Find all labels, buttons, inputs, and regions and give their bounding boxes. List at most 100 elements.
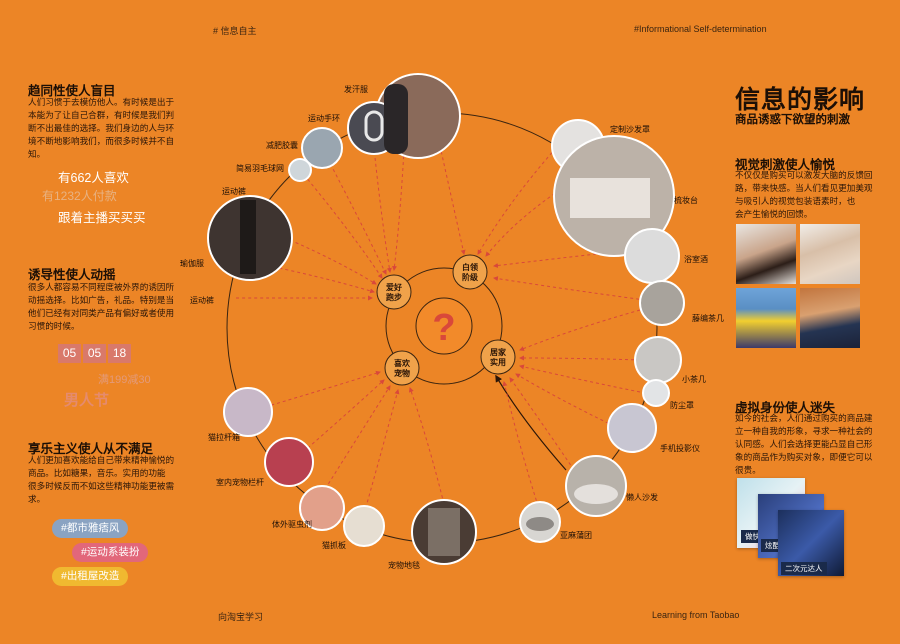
product-label: 懒人沙发 [626,493,658,502]
product-label: 减肥胶囊 [266,141,298,150]
text-line: 商品。比如糖果，音乐。实用的功能 [28,468,166,478]
node-white-collar-label: 白领 阶级 [462,263,478,282]
product-label: 手机投影仪 [660,444,700,453]
date-box-1: 05 [58,344,81,363]
text-line: 断不出最佳的选择。我们身边的人与环 [28,123,175,133]
node-home-practical[interactable] [480,339,516,375]
text-line: 不仅仅是购买可以激发大脑的反馈回 [735,170,873,180]
photo-small-table [634,336,682,384]
photo-diet-capsule [301,127,343,169]
corner-label-bottom-right: Learning from Taobao [652,610,740,620]
follow-anchor-text: 跟着主播买买买 [58,211,146,225]
product-label: 猫拉杆箱 [208,433,240,442]
node-pet-lovers-label: 喜欢 宠物 [394,359,410,378]
identity-card-label: 二次元达人 [781,562,827,575]
product-label: 运动裤 [190,296,214,305]
main-arrow [495,374,567,471]
product-label: 室内宠物栏杆 [216,478,264,487]
text-line: 知。 [28,149,46,159]
main-subtitle: 商品诱惑下欲望的刺激 [735,114,850,126]
main-title: 信息的影响 [735,86,866,114]
corner-label-top-right: #Informational Self-determination [634,24,767,34]
visual-stimulus-body: 不仅仅是购买可以激发大脑的反馈回 路，带来快感。当人们看见更加美观 与吸引人的视… [735,169,895,221]
product-label: 运动手环 [308,114,340,123]
product-label: 猫抓板 [322,541,346,550]
text-line: 境不断地影响我们，而很多时候并不自 [28,136,175,146]
text-line: 与吸引人的视觉包装语素时，也 [735,196,856,206]
question-circle [415,297,473,355]
product-label: 浴室酒 [684,255,708,264]
photo-detail [384,84,408,154]
inner-ring [385,267,503,385]
text-line: 人们更加喜欢能给自己带来精神愉悦的 [28,455,175,465]
photo-badminton-net [288,158,312,182]
product-label: 简易羽毛球网 [236,164,284,173]
text-line: 求。 [28,494,46,504]
virtual-identity-body: 如今的社会，人们通过购买的商品建 立一种自我的形象，寻求一种社会的 认同感。人们… [735,412,895,477]
tag-rental-makeover[interactable]: #出租屋改造 [52,567,129,586]
tag-urban-chic[interactable]: #都市雅痞风 [52,519,129,538]
conformity-body: 人们习惯于去模仿他人。有时候是出于 本能为了让自己合群，有时候是我们判 断不出最… [28,96,208,161]
text-line: 很贵。 [735,465,761,475]
model-photo-2 [800,224,860,284]
text-line: 如今的社会，人们通过购买的商品建 [735,413,873,423]
node-home-practical-label: 居家 实用 [490,348,506,367]
product-label: 宠物地毯 [388,561,420,570]
photo-flea-repellent [299,485,345,531]
node-running[interactable] [376,274,412,310]
hedonism-title: 享乐主义使人从不满足 [28,442,154,456]
tag-sporty-style[interactable]: #运动系装扮 [72,543,149,562]
question-mark: ? [432,307,455,349]
photo-detail [570,178,650,218]
photo-detail [574,484,618,504]
product-label: 体外驱虫剂 [272,520,312,529]
text-line: 很多时候反而不如这些精神功能更被需 [28,481,175,491]
payment-count-text: 有1232人付款 [42,189,117,203]
photo-dust-cover [642,379,670,407]
product-label: 定制沙发罩 [610,125,650,134]
product-label: 亚麻蒲团 [560,531,592,540]
product-label: 防尘罩 [670,401,694,410]
photo-cat-trolley [223,387,273,437]
photo-bath-item [624,228,680,284]
photo-detail [240,200,256,274]
inducement-body: 很多人都容易不同程度被外界的诱因所 动摇选择。比如广告，礼品。特别是当 他们已经… [28,281,208,333]
product-label: 瑜伽服 [180,259,204,268]
likes-count-text: 有662人喜欢 [58,171,129,185]
text-line: 认同感。人们会选择更能凸显自己形 [735,439,873,449]
node-white-collar[interactable] [452,254,488,290]
photo-rattan-table [639,280,685,326]
mens-day-text: 男人节 [64,392,110,409]
text-line: 象的商品作为购买对象，即便它可以 [735,452,873,462]
photo-pet-rug [411,499,477,565]
node-running-label: 爱好 跑步 [386,283,402,302]
text-line: 很多人都容易不同程度被外界的诱因所 [28,282,175,292]
conformity-title: 趋同性使人盲目 [28,84,116,98]
product-label: 发汗服 [344,85,368,94]
arrows-home-practical [502,309,641,513]
photo-detail [428,508,460,556]
corner-label-bottom-left: 向淘宝学习 [218,612,264,622]
hedonism-body: 人们更加喜欢能给自己带来精神愉悦的 商品。比如糖果，音乐。实用的功能 很多时候反… [28,454,208,506]
product-label: 梳妆台 [674,196,698,205]
text-line: 习惯的时候。 [28,321,80,331]
photo-cat-scratcher [343,505,385,547]
product-label: 小茶几 [682,375,706,384]
text-line: 本能为了让自己合群，有时候是我们判 [28,110,175,120]
text-line: 路，带来快感。当人们看见更加美观 [735,183,873,193]
node-pet-lovers[interactable] [384,350,420,386]
model-photo-3 [736,288,796,348]
text-line: 他们已经有对同类产品有偏好或者使用 [28,308,175,318]
virtual-identity-title: 虚拟身份使人迷失 [735,401,836,415]
model-photo-1 [736,224,796,284]
product-label: 藤编茶几 [692,314,724,323]
discount-text: 满199减30 [98,374,151,386]
photo-pet-fence [264,437,314,487]
visual-stimulus-title: 视觉刺激使人愉悦 [735,158,836,172]
photo-projector [607,403,657,453]
date-box-2: 05 [83,344,106,363]
product-label: 运动裤 [222,187,246,196]
inducement-title: 诱导性使人动摇 [28,268,116,282]
text-line: 会产生愉悦的回馈。 [735,209,813,219]
